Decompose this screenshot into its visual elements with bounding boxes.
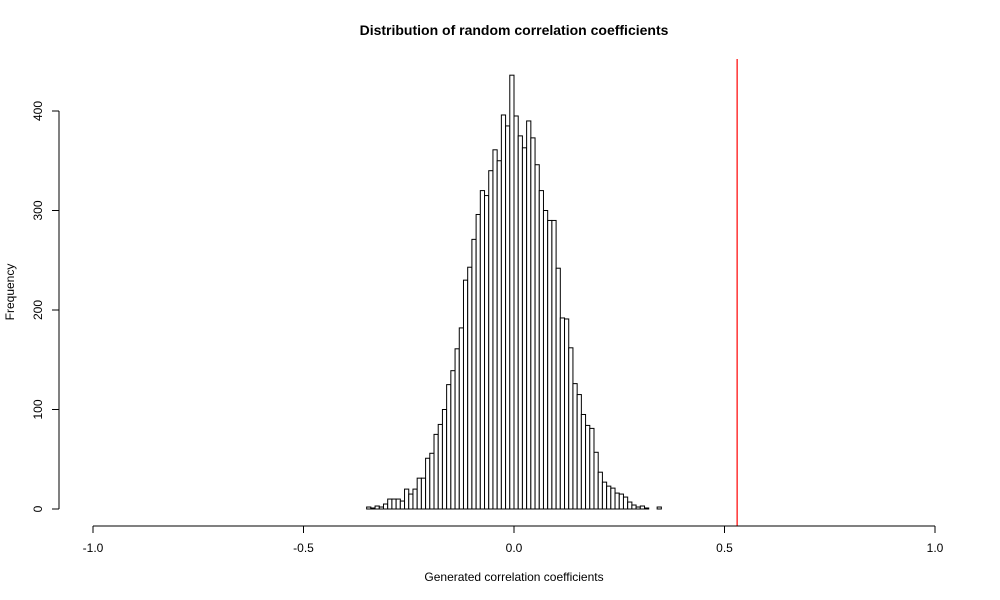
- histogram-bar: [656, 506, 662, 510]
- histogram-bar: [446, 384, 452, 510]
- histogram-bar: [542, 210, 549, 510]
- histogram-bar: [420, 477, 427, 510]
- histogram-bar: [492, 149, 498, 510]
- y-tick-label: 100: [31, 399, 45, 419]
- histogram-bar: [496, 160, 502, 510]
- histogram-bar: [509, 74, 515, 510]
- histogram-bar: [635, 506, 641, 510]
- histogram-bar: [382, 503, 389, 510]
- histogram-bar: [471, 238, 477, 510]
- histogram-bar: [530, 137, 536, 510]
- histogram-bar: [378, 506, 384, 510]
- histogram-bar: [644, 507, 650, 510]
- histogram-bar: [429, 452, 435, 510]
- histogram-bar: [408, 493, 414, 510]
- histogram-bar: [513, 115, 519, 510]
- histogram-bar: [479, 190, 486, 510]
- histogram-bar: [580, 413, 587, 510]
- y-tick-label: 200: [31, 300, 45, 320]
- histogram-bar: [416, 477, 422, 510]
- y-tick-label: 0: [31, 505, 45, 512]
- histogram-bar: [593, 451, 599, 510]
- histogram-bar: [622, 496, 629, 510]
- x-tick-label: 1.0: [927, 541, 944, 555]
- x-tick-label: 0.5: [716, 541, 733, 555]
- histogram-bar: [526, 120, 532, 510]
- histogram-bar: [500, 114, 507, 510]
- histogram-bar: [412, 488, 418, 510]
- histogram-bar: [521, 147, 528, 510]
- histogram-bar: [437, 423, 443, 510]
- histogram-bar: [395, 498, 401, 510]
- histogram-bar: [614, 492, 620, 510]
- histogram-bar: [441, 409, 448, 510]
- histogram-bar: [387, 498, 393, 510]
- histogram-bar: [517, 135, 523, 510]
- histogram-bar: [538, 190, 544, 510]
- histogram-bar: [555, 267, 561, 510]
- x-tick-label: -1.0: [83, 541, 104, 555]
- histogram-bar: [576, 394, 582, 510]
- y-axis: 0 100 200 300 400: [31, 101, 60, 512]
- histogram-bar: [534, 164, 540, 510]
- y-tick-label: 300: [31, 200, 45, 220]
- histogram-bar: [606, 485, 612, 510]
- histogram-bar: [551, 219, 557, 510]
- histogram-bar: [475, 213, 481, 510]
- histogram-bar: [374, 505, 380, 510]
- histogram-bar: [568, 347, 574, 510]
- y-tick-label: 400: [31, 101, 45, 121]
- histogram-bar: [433, 433, 439, 510]
- histogram-bar: [425, 457, 431, 510]
- x-tick-label: -0.5: [293, 541, 314, 555]
- histogram-bar: [639, 505, 646, 510]
- histogram-bar: [618, 493, 624, 510]
- histogram-bar: [610, 487, 616, 510]
- histogram-bar: [458, 327, 464, 510]
- histogram-bar: [488, 170, 494, 510]
- histogram-bar: [484, 195, 490, 510]
- histogram-bar: [627, 501, 633, 510]
- histogram-bar: [366, 506, 372, 510]
- histogram-bar: [450, 370, 456, 510]
- histogram-bar: [454, 348, 460, 510]
- histogram-bar: [585, 424, 591, 510]
- histogram-bar: [462, 279, 469, 510]
- histogram-bar: [597, 471, 603, 510]
- histogram-bar: [601, 481, 608, 510]
- histogram-bar: [404, 488, 410, 510]
- histogram-bar: [589, 427, 595, 510]
- x-axis: -1.0 -0.5 0.0 0.5 1.0: [83, 525, 944, 555]
- histogram-bar: [370, 507, 376, 510]
- histogram-bar: [559, 317, 566, 510]
- histogram-bar: [564, 318, 570, 510]
- x-tick-label: 0.0: [506, 541, 523, 555]
- chart-title: Distribution of random correlation coeff…: [360, 22, 669, 38]
- histogram-bar: [505, 125, 511, 510]
- x-axis-label: Generated correlation coefficients: [424, 570, 603, 584]
- y-axis-label: Frequency: [3, 264, 17, 321]
- histogram-bars: [366, 74, 662, 510]
- histogram-bar: [631, 504, 637, 510]
- histogram-bar: [547, 219, 553, 510]
- histogram-bar: [391, 498, 397, 510]
- histogram-bar: [572, 383, 578, 510]
- histogram-bar: [399, 500, 406, 510]
- histogram-bar: [467, 266, 473, 510]
